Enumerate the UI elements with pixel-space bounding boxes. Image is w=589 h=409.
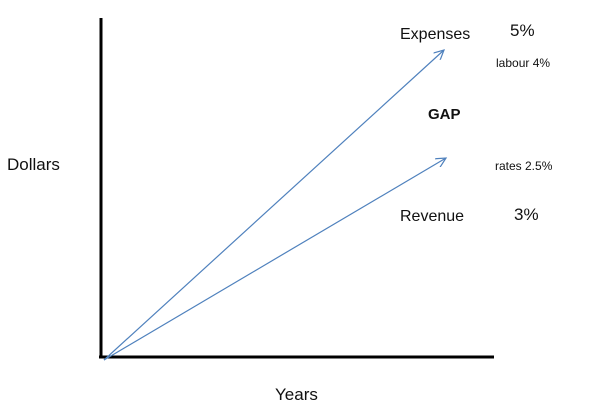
expenses-arrow [103, 50, 444, 361]
revenue-note: rates 2.5% [495, 159, 553, 173]
expenses-note: labour 4% [496, 56, 551, 70]
gap-label: GAP [428, 106, 461, 123]
revenue-arrow [103, 158, 446, 361]
revenue-label: Revenue [400, 208, 465, 225]
expenses-rate: 5% [510, 21, 535, 40]
x-axis-label: Years [275, 385, 318, 404]
revenue-rate: 3% [514, 205, 539, 224]
y-axis-label: Dollars [7, 155, 60, 174]
expenses-label: Expenses [400, 26, 471, 43]
